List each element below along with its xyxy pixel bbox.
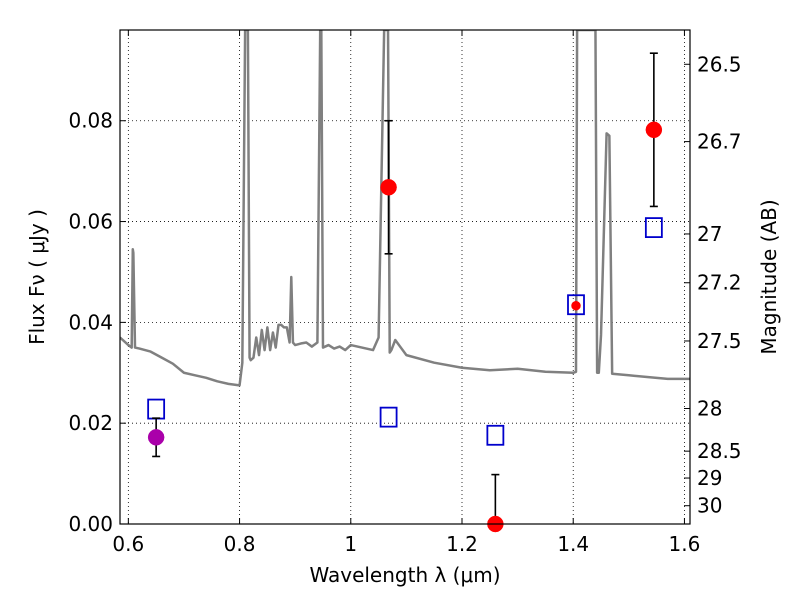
y2-tick-label: 27 bbox=[697, 222, 722, 246]
y2-tick-label: 26.7 bbox=[697, 130, 742, 154]
x-tick-label: 1 bbox=[344, 532, 357, 556]
plot-area bbox=[120, 30, 690, 524]
model-spectrum-line bbox=[120, 30, 690, 387]
x-axis-title: Wavelength λ (μm) bbox=[309, 563, 500, 587]
y2-tick-label: 30 bbox=[697, 494, 722, 518]
model-photometry-point bbox=[486, 424, 505, 446]
x-tick-label: 1.2 bbox=[446, 532, 478, 556]
y-tick-label: 0.06 bbox=[68, 210, 113, 234]
x-tick-label: 1.4 bbox=[557, 532, 589, 556]
y-axis-title: Flux Fν ( μJy ) bbox=[25, 209, 49, 345]
observed-point bbox=[380, 179, 397, 196]
plot-frame bbox=[119, 29, 691, 525]
y2-tick-label: 28 bbox=[697, 397, 722, 421]
model-photometry-point bbox=[644, 217, 663, 239]
y2-tick-label: 29 bbox=[697, 466, 722, 490]
y-tick-label: 0.04 bbox=[68, 310, 113, 334]
y2-tick-label: 28.5 bbox=[697, 439, 742, 463]
y2-tick-label: 27.2 bbox=[697, 271, 742, 295]
observed-point bbox=[147, 429, 165, 446]
model-spectrum-group bbox=[120, 30, 690, 387]
model-photometry-point bbox=[379, 406, 398, 428]
model-photometry-point bbox=[567, 294, 585, 316]
x-tick-label: 1.6 bbox=[669, 532, 701, 556]
y2-tick-label: 26.5 bbox=[697, 52, 742, 76]
x-tick-label: 0.6 bbox=[112, 532, 144, 556]
y-tick-label: 0.02 bbox=[68, 411, 113, 435]
x-tick-label: 0.8 bbox=[224, 532, 256, 556]
y-tick-label: 0.08 bbox=[68, 109, 113, 133]
observed-point bbox=[645, 121, 663, 139]
y2-axis-title: Magnitude (AB) bbox=[757, 199, 781, 354]
y-tick-label: 0.00 bbox=[68, 512, 113, 536]
observed-point bbox=[571, 300, 581, 311]
ticks-group: 0.6 0.8 1 1.2 1.4 1.6 0.00 0.02 0.04 0.06 0.08 26.5… bbox=[68, 30, 742, 556]
y2-tick-label: 27.5 bbox=[697, 329, 742, 353]
